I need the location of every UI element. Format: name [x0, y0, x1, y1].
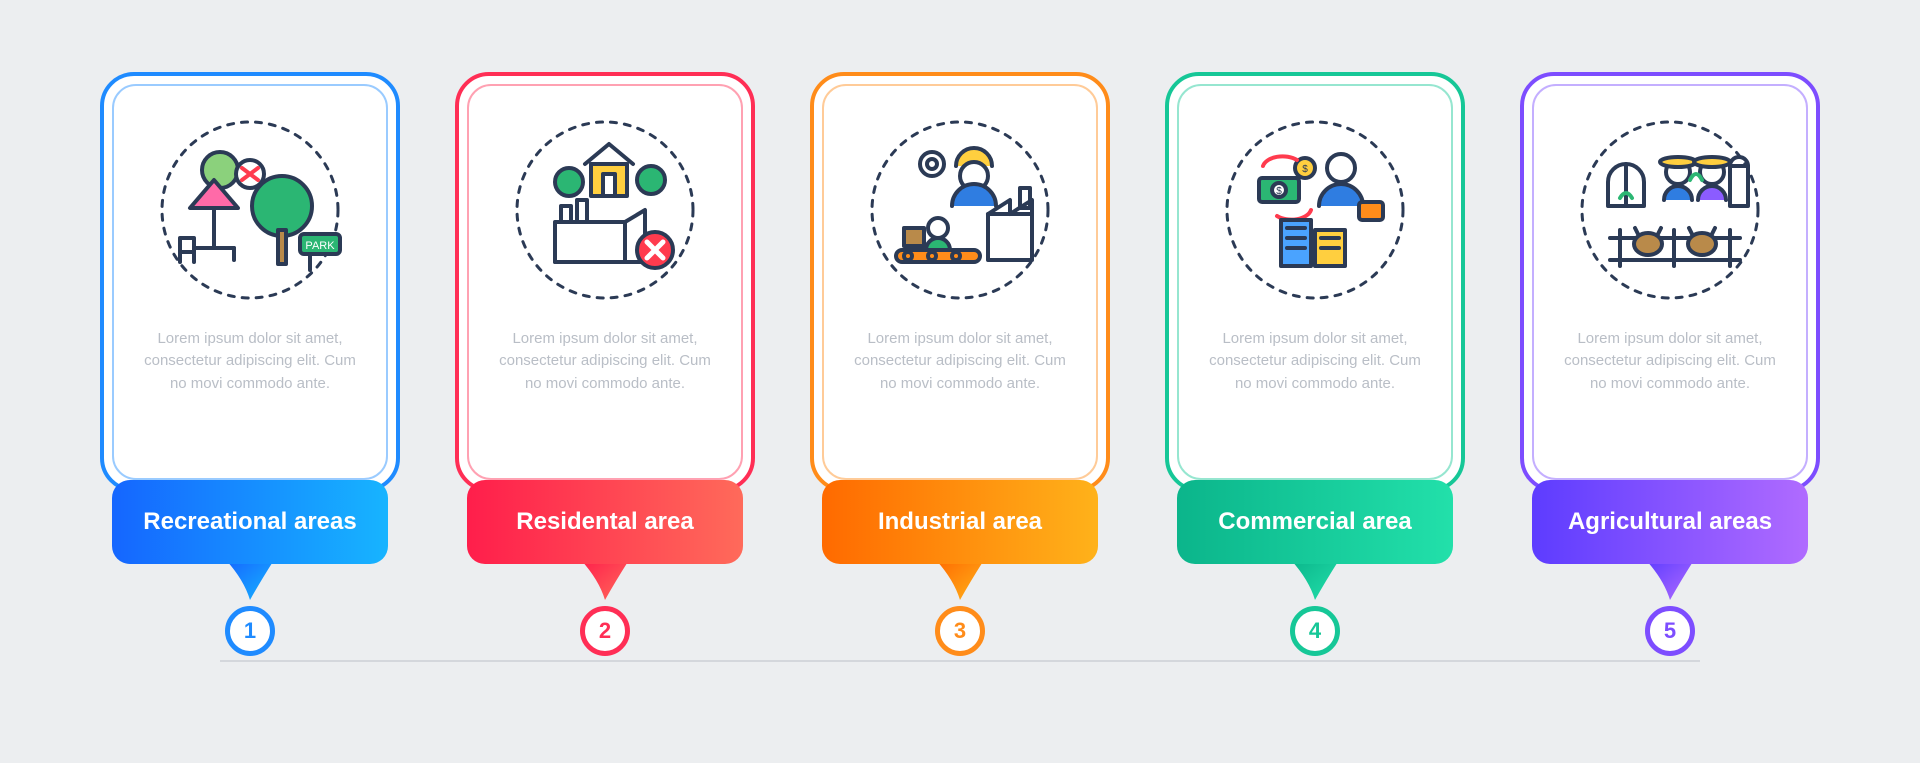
infographic-stage: PARK Lorem ipsum dolor sit amet, consect… [100, 72, 1820, 692]
card-description: Lorem ipsum dolor sit amet, consectetur … [1555, 328, 1785, 396]
card-title-bubble: Residental area [467, 480, 743, 564]
svg-text:PARK: PARK [305, 240, 335, 252]
card-title: Commercial area [1218, 508, 1411, 536]
card: $ $ Lorem ipsum dolor sit amet, consecte… [1165, 72, 1465, 492]
card-title-bubble: Recreational areas [112, 480, 388, 564]
card-title: Residental area [516, 508, 693, 536]
step-number: 5 [1664, 618, 1676, 644]
step-5: Lorem ipsum dolor sit amet, consectetur … [1520, 72, 1820, 656]
card-description: Lorem ipsum dolor sit amet, consectetur … [135, 328, 365, 396]
card-description: Lorem ipsum dolor sit amet, consectetur … [490, 328, 720, 396]
card-title: Recreational areas [143, 508, 356, 536]
svg-text:$: $ [1302, 164, 1308, 175]
step-number-node: 5 [1645, 606, 1695, 656]
card: Lorem ipsum dolor sit amet, consectetur … [455, 72, 755, 492]
card-description: Lorem ipsum dolor sit amet, consectetur … [1200, 328, 1430, 396]
commercial-icon: $ $ [1215, 110, 1415, 310]
card-title-bubble: Commercial area [1177, 480, 1453, 564]
step-number-node: 2 [580, 606, 630, 656]
step-number: 3 [954, 618, 966, 644]
step-2: Lorem ipsum dolor sit amet, consectetur … [455, 72, 755, 656]
step-number: 1 [244, 618, 256, 644]
cards-row: PARK Lorem ipsum dolor sit amet, consect… [100, 72, 1820, 692]
card: Lorem ipsum dolor sit amet, consectetur … [1520, 72, 1820, 492]
step-1: PARK Lorem ipsum dolor sit amet, consect… [100, 72, 400, 656]
step-4: $ $ Lorem ipsum dolor sit amet, consecte… [1165, 72, 1465, 656]
card-title-bubble: Industrial area [822, 480, 1098, 564]
step-3: Lorem ipsum dolor sit amet, consectetur … [810, 72, 1110, 656]
residential-icon [505, 110, 705, 310]
card-title: Agricultural areas [1568, 508, 1772, 536]
step-number: 4 [1309, 618, 1321, 644]
agricultural-icon [1570, 110, 1770, 310]
step-number-node: 3 [935, 606, 985, 656]
card-title-bubble: Agricultural areas [1532, 480, 1808, 564]
card: Lorem ipsum dolor sit amet, consectetur … [810, 72, 1110, 492]
card-description: Lorem ipsum dolor sit amet, consectetur … [845, 328, 1075, 396]
step-number-node: 4 [1290, 606, 1340, 656]
svg-text:$: $ [1276, 186, 1282, 197]
step-number-node: 1 [225, 606, 275, 656]
industrial-icon [860, 110, 1060, 310]
card: PARK Lorem ipsum dolor sit amet, consect… [100, 72, 400, 492]
step-number: 2 [599, 618, 611, 644]
card-title: Industrial area [878, 508, 1042, 536]
recreational-icon: PARK [150, 110, 350, 310]
